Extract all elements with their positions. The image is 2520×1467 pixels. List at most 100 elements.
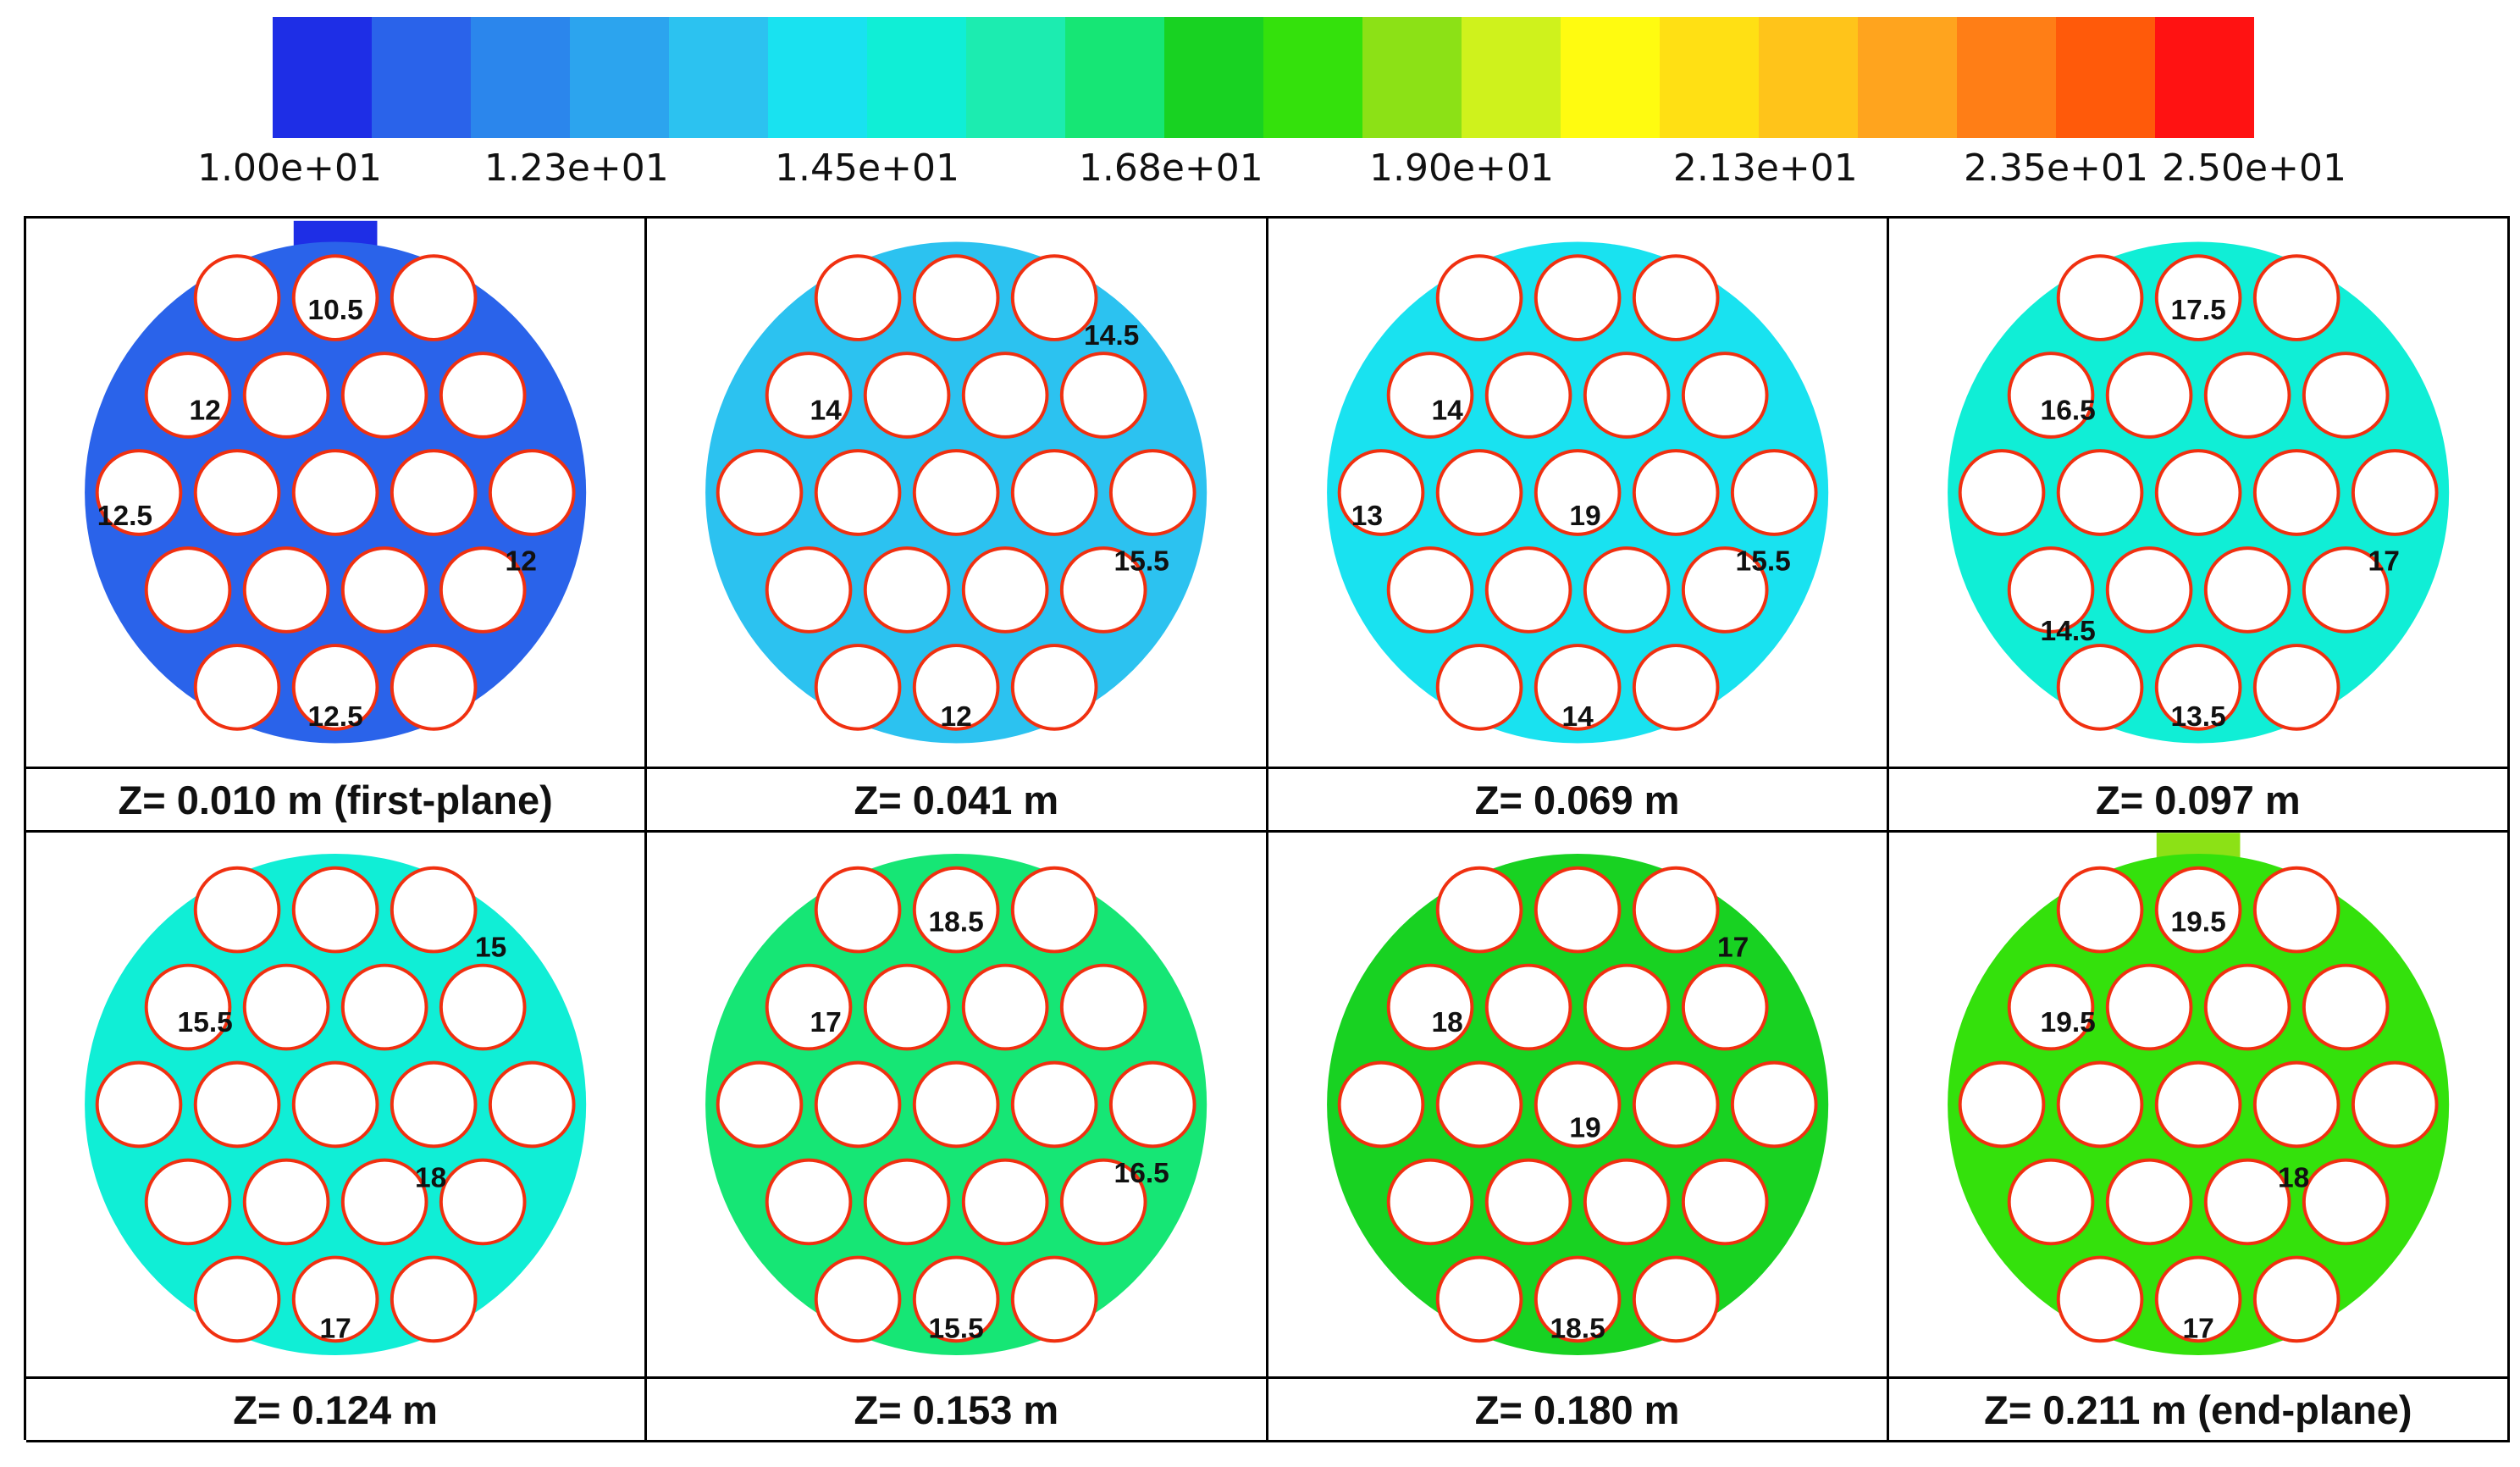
tube-circle	[1632, 1060, 1719, 1149]
tube-circle	[2007, 546, 2095, 634]
contour-plot: 18 17 19 18.5	[1268, 833, 1889, 1379]
tube-circle	[2252, 254, 2340, 341]
tube-circle	[2154, 644, 2242, 731]
tube-circle	[1632, 1255, 1719, 1343]
tube-circle	[340, 963, 428, 1051]
tube-circle	[2105, 352, 2193, 439]
tube-circle	[1060, 963, 1147, 1051]
colorbar-tick-label: 1.00e+01	[197, 147, 382, 190]
tube-circle	[1583, 1158, 1670, 1246]
tube-circle	[716, 449, 804, 536]
tube-circle	[2203, 1158, 2291, 1246]
plane-caption: Z= 0.124 m	[26, 1379, 648, 1442]
tube-circle	[2154, 254, 2242, 341]
colorbar-tick-label: 1.45e+01	[775, 147, 959, 190]
tube-circle	[1632, 644, 1719, 731]
tube-circle	[193, 449, 281, 536]
tube-circle	[488, 449, 576, 536]
tube-circle	[815, 1255, 902, 1343]
tube-circle	[340, 546, 428, 634]
tube-circle	[1681, 1158, 1769, 1246]
contour-label: 15.5	[929, 1313, 984, 1344]
tube-circle	[340, 1158, 428, 1246]
tube-circle	[2105, 1158, 2193, 1246]
tube-circle	[913, 644, 1000, 731]
tube-circle	[765, 963, 853, 1051]
contour-label: 15	[475, 932, 506, 963]
tube-circle	[2105, 546, 2193, 634]
tube-circle	[144, 1158, 232, 1246]
contour-plot: 15.5 15 18 17	[26, 833, 648, 1379]
colorbar-segment	[1561, 17, 1660, 138]
tube-circle	[1534, 1060, 1621, 1149]
tube-circle	[1632, 449, 1719, 536]
tube-circle	[390, 1060, 478, 1149]
tube-circle	[488, 1060, 576, 1149]
contour-label: 19.5	[2170, 907, 2225, 938]
tube-circle	[1583, 546, 1670, 634]
tube-circle	[193, 644, 281, 731]
colorbar-tick-label: 1.23e+01	[484, 147, 669, 190]
tube-circle	[2252, 866, 2340, 954]
tube-circle	[2203, 352, 2291, 439]
tube-circle	[1337, 449, 1424, 536]
colorbar-tick-label: 1.90e+01	[1369, 147, 1554, 190]
colorbar-segment	[669, 17, 768, 138]
tube-circle	[1583, 352, 1670, 439]
tube-circle	[815, 1060, 902, 1149]
tube-circle	[193, 1255, 281, 1343]
plane-caption: Z= 0.180 m	[1268, 1379, 1889, 1442]
contour-label: 12	[506, 545, 537, 577]
tube-circle	[1060, 352, 1147, 439]
colorbar-segment	[1263, 17, 1362, 138]
tube-circle	[439, 352, 527, 439]
tube-circle	[815, 254, 902, 341]
plane-caption: Z= 0.069 m	[1268, 769, 1889, 833]
tube-circle	[2302, 963, 2390, 1051]
tube-circle	[1386, 963, 1473, 1051]
contour-svg: 14 15.5 19 13 14	[1326, 241, 1828, 744]
contour-label: 10.5	[307, 295, 362, 326]
colorbar-segment	[768, 17, 867, 138]
colorbar-segment	[570, 17, 669, 138]
tube-circle	[962, 963, 1049, 1051]
tube-circle	[1435, 254, 1522, 341]
tube-circle	[1534, 1255, 1621, 1343]
tube-circle	[1386, 1158, 1473, 1246]
tube-circle	[2252, 1255, 2340, 1343]
tube-circle	[864, 963, 951, 1051]
tube-circle	[765, 546, 853, 634]
tube-circle	[1060, 1158, 1147, 1246]
colorbar-segment	[1858, 17, 1957, 138]
plane-caption: Z= 0.041 m	[647, 769, 1268, 833]
tube-circle	[1534, 866, 1621, 954]
tube-circle	[1583, 963, 1670, 1051]
tube-circle	[1484, 1158, 1572, 1246]
tube-circle	[1060, 546, 1147, 634]
contour-grid: 10.5 12 12.5 12 12.5 14.5 14 15.5 12 14 15.5 19 13…	[24, 216, 2510, 1442]
contour-label: 18	[2278, 1163, 2309, 1194]
tube-circle	[815, 866, 902, 954]
contour-plot: 14 15.5 19 13 14	[1268, 219, 1889, 769]
contour-label: 14	[1431, 396, 1463, 427]
contour-label: 12	[941, 701, 972, 733]
tube-circle	[962, 352, 1049, 439]
tube-circle	[815, 644, 902, 731]
tube-circle	[913, 254, 1000, 341]
tube-circle	[2203, 546, 2291, 634]
colorbar-tick-label: 2.13e+01	[1672, 147, 1858, 190]
tube-circle	[390, 449, 478, 536]
tube-circle	[2007, 963, 2095, 1051]
contour-svg: 18 17 19 18.5	[1326, 853, 1828, 1356]
tube-circle	[1011, 866, 1098, 954]
tube-circle	[1386, 546, 1473, 634]
tube-circle	[1681, 546, 1769, 634]
contour-svg: 16.5 17.5 17 14.5 13.5	[1947, 241, 2449, 744]
colorbar-segment	[2155, 17, 2254, 138]
contour-label: 14.5	[2040, 616, 2095, 647]
colorbar-segment	[1660, 17, 1759, 138]
tube-circle	[962, 546, 1049, 634]
tube-circle	[1730, 1060, 1818, 1149]
tube-circle	[1386, 352, 1473, 439]
colorbar-tick-label: 2.35e+01	[1964, 147, 2148, 190]
